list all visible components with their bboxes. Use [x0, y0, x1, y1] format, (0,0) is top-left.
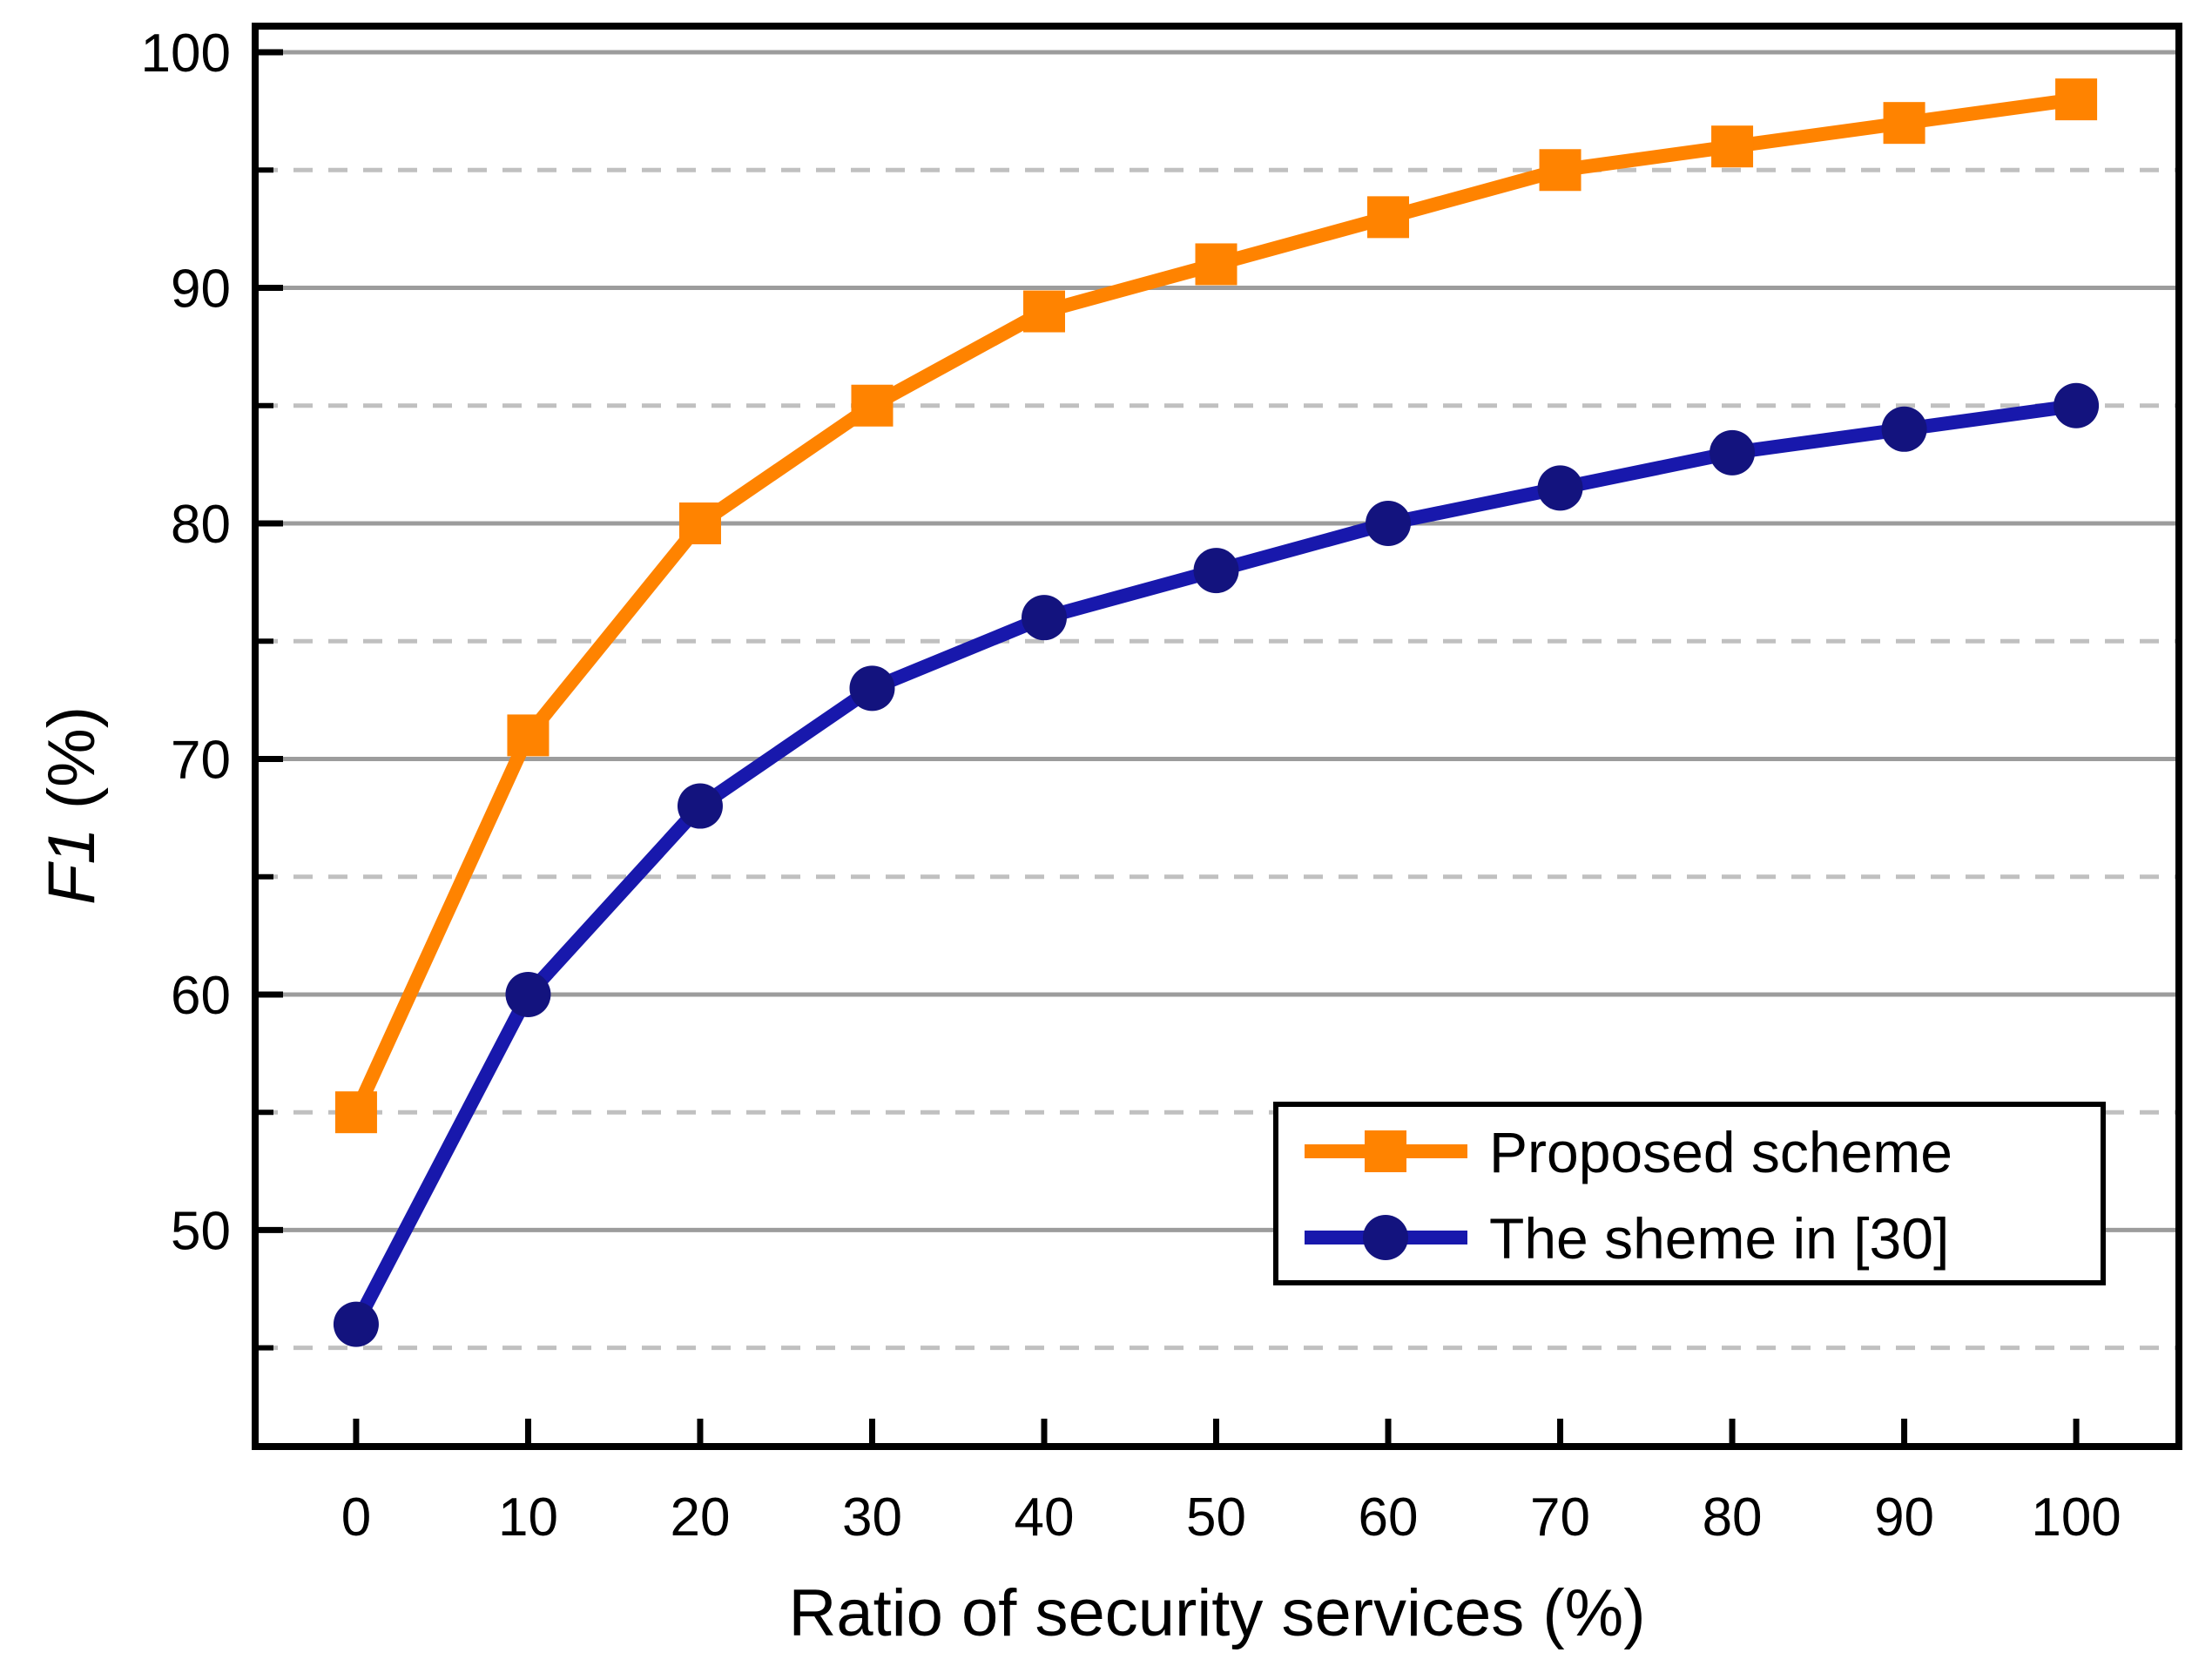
x-tick-label: 20 [670, 1487, 730, 1548]
square-marker [1022, 290, 1065, 333]
legend-circle-marker [1363, 1215, 1408, 1260]
square-marker [1539, 149, 1581, 192]
legend-label: Proposed scheme [1489, 1120, 1952, 1184]
circle-marker [1537, 465, 1583, 511]
circle-marker [505, 971, 551, 1017]
circle-marker [677, 783, 723, 829]
legend-label: The sheme in [30] [1489, 1206, 1949, 1271]
square-marker [2055, 78, 2098, 121]
x-tick-label: 50 [1186, 1487, 1246, 1548]
circle-marker [1021, 595, 1067, 641]
legend-box [1273, 1102, 2106, 1285]
x-tick-label: 0 [341, 1487, 371, 1548]
circle-marker [333, 1301, 379, 1347]
square-marker [678, 502, 721, 544]
y-tick-label: 50 [171, 1201, 231, 1261]
series-proposed-scheme [334, 78, 2098, 1134]
legend-square-marker [1365, 1130, 1406, 1172]
circle-marker [1366, 500, 1412, 546]
y-axis-title: F1 (%) [35, 706, 109, 905]
legend: Proposed scheme The sheme in [30] [1273, 1102, 2106, 1285]
square-marker [1367, 196, 1410, 239]
x-tick-label: 10 [498, 1487, 558, 1548]
circle-marker [1193, 548, 1239, 594]
y-tick-label: 100 [141, 24, 231, 84]
y-tick-label: 60 [171, 966, 231, 1026]
series-scheme-30 [333, 382, 2100, 1347]
square-marker [1883, 102, 1925, 145]
plot-frame [252, 23, 2182, 1450]
square-marker [334, 1091, 377, 1134]
x-tick-label: 30 [842, 1487, 902, 1548]
circle-marker [2054, 382, 2100, 428]
x-tick-label: 100 [2031, 1487, 2121, 1548]
x-tick-label: 90 [1874, 1487, 1934, 1548]
square-marker [507, 714, 550, 757]
square-marker [1711, 125, 1754, 168]
y-axis-title-italic-part: F1 [35, 827, 109, 905]
x-tick-label: 60 [1359, 1487, 1419, 1548]
y-tick-label: 80 [171, 495, 231, 555]
x-tick-label: 40 [1015, 1487, 1075, 1548]
circle-marker [1881, 406, 1927, 452]
square-marker [851, 384, 894, 427]
circle-marker [849, 665, 895, 712]
circle-marker [1710, 429, 1756, 476]
x-tick-label: 80 [1703, 1487, 1763, 1548]
y-tick-label: 90 [171, 260, 231, 320]
y-tick-label: 70 [171, 730, 231, 790]
y-axis-title-regular-part: (%) [35, 706, 109, 827]
x-axis-title: Ratio of security services (%) [788, 1576, 1645, 1650]
square-marker [1195, 243, 1238, 286]
x-tick-label: 70 [1530, 1487, 1590, 1548]
